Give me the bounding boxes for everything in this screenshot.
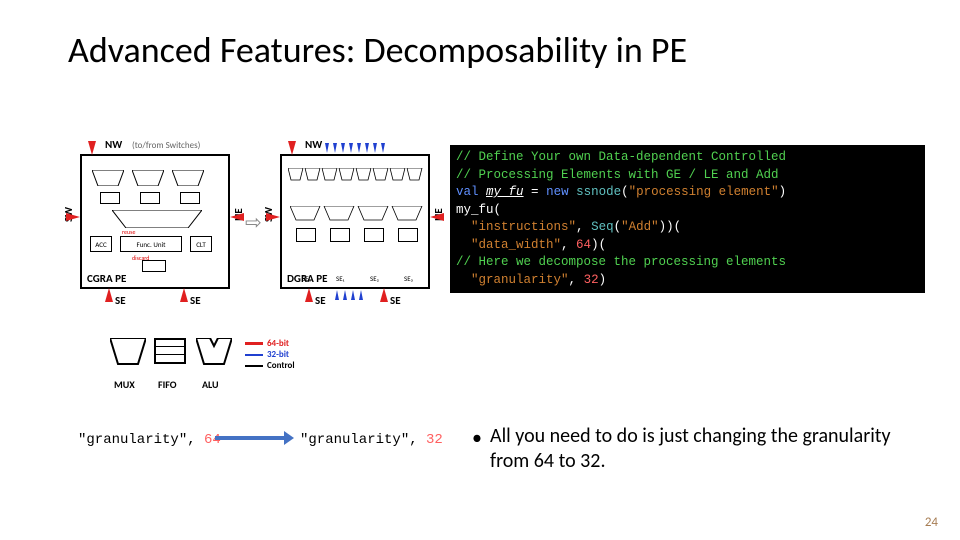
cgra-fifo-2	[140, 192, 160, 204]
cgra-arrow-ne	[230, 213, 244, 221]
code-comment-1: // Define Your own Data-dependent Contro…	[456, 150, 786, 164]
bit-legend: 64-bit 32-bit Control	[245, 338, 295, 371]
cgra-arrow-se2	[180, 288, 188, 302]
dgra-submux-row	[290, 206, 424, 222]
dgra-se0: SE₀	[302, 274, 311, 283]
dgra-blue-up-2	[343, 290, 347, 300]
dgra-arrow-se2	[380, 288, 388, 302]
dgra-blue-up-1	[335, 290, 339, 300]
dgra-blue-3	[341, 143, 345, 153]
dgra-port-se2: SE	[390, 294, 401, 307]
granularity-left: "granularity", 64	[78, 432, 221, 448]
cgra-arrow-nw	[88, 141, 96, 155]
dgra-blue-8	[381, 143, 385, 153]
cgra-mux-top-1	[92, 170, 124, 186]
cgra-mux-top-3	[172, 170, 204, 186]
legend-mux-label: MUX	[114, 378, 135, 391]
legend-mux-shape	[110, 338, 146, 371]
code-str-dw: "data_width"	[471, 238, 561, 252]
dgra-arrow-nw	[288, 141, 296, 155]
code-comment-2: // Processing Elements with GE / LE and …	[456, 168, 779, 182]
legend-control: Control	[245, 360, 295, 371]
cgra-out-fifo	[142, 260, 166, 272]
legend-alu-shape	[196, 338, 232, 371]
cgra-arrow-sw	[66, 213, 80, 221]
dgra-blue-up-4	[359, 290, 363, 300]
bullet-dot-icon: •	[472, 426, 482, 451]
dgra-blue-6	[365, 143, 369, 153]
legend-fifo-shape	[154, 338, 186, 364]
dgra-blue-4	[349, 143, 353, 153]
page-number: 24	[925, 515, 938, 530]
dgra-blue-up-3	[351, 290, 355, 300]
dgra-se1: SE₁	[336, 274, 344, 283]
dgra-se3: SE₃	[404, 274, 413, 283]
cgra-arrow-se1	[105, 288, 113, 302]
code-num-64: 64	[576, 238, 591, 252]
granularity-arrow-icon	[215, 436, 285, 440]
dgra-fu-0	[296, 228, 316, 242]
dgra-port-nw: NW	[305, 138, 322, 151]
legend-alu-label: ALU	[202, 378, 219, 391]
code-call: my_fu	[456, 203, 494, 217]
dgra-tinymux-row	[288, 168, 426, 182]
cgra-reuse-label: reuse	[122, 228, 135, 236]
granularity-right: "granularity", 32	[300, 432, 443, 448]
code-seq: Seq	[591, 220, 614, 234]
cgra-clt: CLT	[190, 236, 212, 252]
code-comment-3: // Here we decompose the processing elem…	[456, 255, 786, 269]
dgra-arrow-sw	[266, 213, 280, 221]
dgra-se2: SE₂	[370, 274, 379, 283]
dgra-blue-5	[357, 143, 361, 153]
cgra-port-nw: NW	[105, 138, 122, 151]
dgra-arrow-se1	[305, 288, 313, 302]
legend-64bit: 64-bit	[245, 338, 295, 349]
cgra-fifo-1	[100, 192, 120, 204]
bullet-text: All you need to do is just changing the …	[490, 424, 891, 473]
code-var-myfu: my_fu	[486, 185, 524, 199]
switches-note: (to/from Switches)	[132, 140, 200, 151]
cgra-acc: ACC	[90, 236, 112, 252]
dgra-blue-2	[333, 143, 337, 153]
transition-arrow-icon: ⇨	[245, 210, 262, 235]
cgra-label: CGRA PE	[87, 272, 126, 285]
dgra-fu-1	[330, 228, 350, 242]
dgra-arrow-ne	[430, 213, 444, 221]
code-num-32: 32	[584, 273, 599, 287]
dgra-blue-1	[325, 143, 329, 153]
code-block: // Define Your own Data-dependent Contro…	[450, 145, 925, 293]
dgra-blue-7	[373, 143, 377, 153]
cgra-port-se2: SE	[190, 294, 201, 307]
slide-title: Advanced Features: Decomposability in PE	[68, 28, 687, 72]
cgra-mux-top-2	[132, 170, 164, 186]
dgra-pe-box: DGRA PE SE₀	[280, 154, 430, 289]
code-cls: ssnode	[576, 185, 621, 199]
legend-fifo-label: FIFO	[158, 378, 177, 391]
code-str-instr: "instructions"	[471, 220, 576, 234]
dgra-port-se1: SE	[315, 294, 326, 307]
code-kw-new: new	[546, 185, 569, 199]
dgra-fu-2	[364, 228, 384, 242]
cgra-pe-box: CGRA PE ACC Func. Unit CLT reuse discard	[80, 154, 230, 289]
code-str-add: "Add"	[621, 220, 659, 234]
legend-32bit: 32-bit	[245, 349, 295, 360]
cgra-port-se1: SE	[115, 294, 126, 307]
cgra-big-mux	[112, 210, 202, 228]
code-str-pe: "processing element"	[629, 185, 779, 199]
bullet-point: • All you need to do is just changing th…	[490, 424, 910, 474]
cgra-fifo-3	[180, 192, 200, 204]
cgra-func-unit: Func. Unit	[120, 236, 182, 252]
code-kw-val: val	[456, 185, 479, 199]
dgra-fu-3	[398, 228, 418, 242]
code-str-gran: "granularity"	[471, 273, 569, 287]
pe-diagram: CGRA PE ACC Func. Unit CLT reuse discard…	[50, 138, 430, 398]
